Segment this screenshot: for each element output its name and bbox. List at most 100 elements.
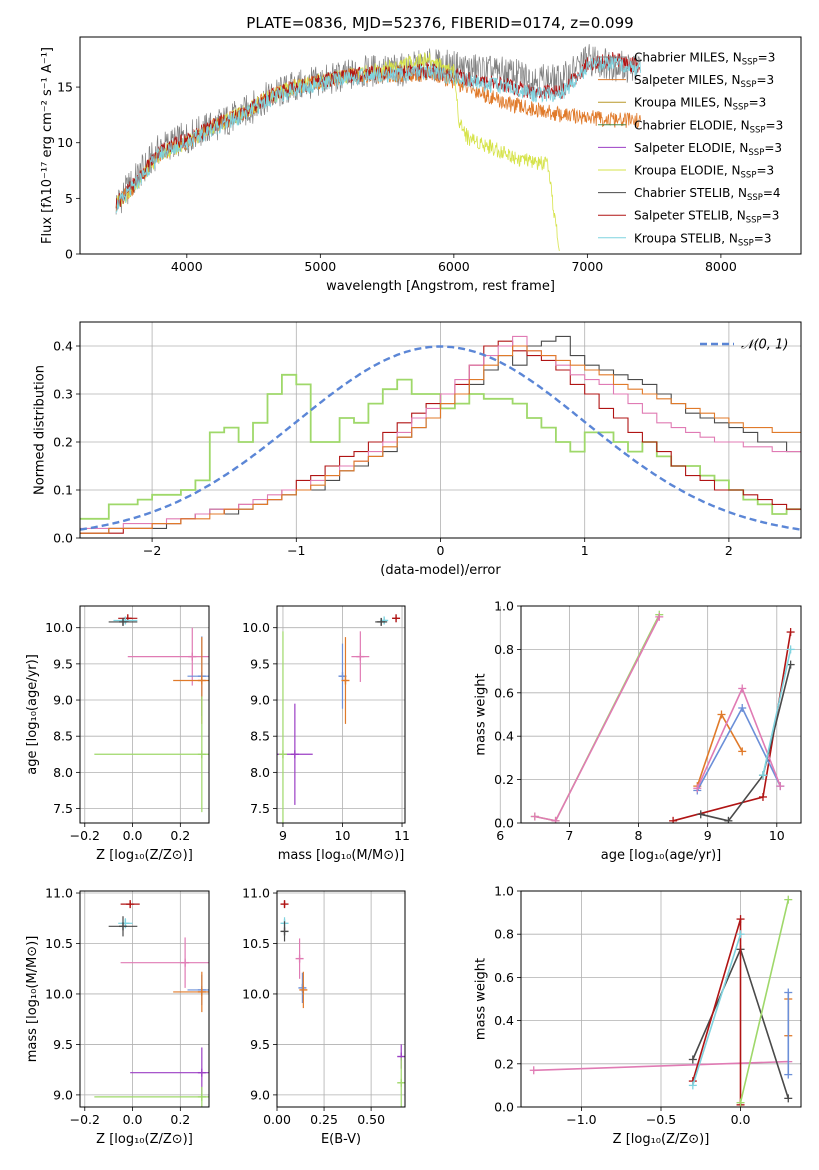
x-tick-label: 8000 bbox=[705, 259, 737, 274]
weight-line bbox=[762, 649, 792, 776]
legend-entry: Salpeter MILES, NSSP=3 bbox=[634, 73, 774, 90]
x-tick-label: 0.00 bbox=[263, 1112, 291, 1127]
legend-sub: SSP bbox=[748, 148, 764, 158]
legend-entry: Chabrier STELIB, NSSP=4 bbox=[634, 186, 781, 203]
x-tick-label: 10 bbox=[335, 828, 351, 843]
y-tick-label: 0.2 bbox=[53, 435, 73, 450]
y-tick-label: 8.0 bbox=[250, 765, 270, 780]
x-tick-label: 2 bbox=[725, 543, 733, 558]
y-tick-label: 0.6 bbox=[494, 970, 514, 985]
x-tick-label: 0.25 bbox=[310, 1112, 338, 1127]
y-axis-label: mass weight bbox=[474, 958, 489, 1040]
x-axis-label: E(B-V) bbox=[321, 1132, 361, 1147]
x-tick-label: 0.2 bbox=[170, 1112, 190, 1127]
legend-label: Chabrier STELIB, N bbox=[634, 186, 747, 200]
axes-frame bbox=[276, 605, 406, 824]
y-tick-label: 0.0 bbox=[494, 816, 514, 831]
weight-line bbox=[696, 686, 782, 789]
legend-suffix: =3 bbox=[756, 73, 774, 87]
weight-line bbox=[534, 614, 661, 822]
plot-area bbox=[80, 335, 801, 534]
histogram-step bbox=[80, 345, 801, 534]
y-tick-label: 0.8 bbox=[494, 927, 514, 942]
y-tick-label: 9.5 bbox=[53, 1037, 73, 1052]
legend-sub: SSP bbox=[750, 125, 766, 135]
legend-sub: SSP bbox=[733, 103, 749, 113]
axes-frame bbox=[520, 890, 802, 1108]
plot-area bbox=[277, 614, 401, 823]
x-tick-label: −1.0 bbox=[566, 1112, 596, 1127]
y-tick-label: 0.8 bbox=[494, 642, 514, 657]
legend-entry: Kroupa ELODIE, NSSP=3 bbox=[634, 164, 774, 181]
legend-sub: SSP bbox=[741, 171, 757, 181]
x-tick-label: 8 bbox=[635, 828, 643, 843]
x-tick-label: −1 bbox=[287, 543, 305, 558]
plot-area bbox=[529, 895, 793, 1107]
y-tick-label: 11.0 bbox=[45, 886, 73, 901]
x-tick-label: 9 bbox=[704, 828, 712, 843]
x-tick-label: 9 bbox=[279, 828, 287, 843]
legend-label: Chabrier ELODIE, N bbox=[634, 118, 750, 132]
y-tick-label: 7.5 bbox=[53, 801, 73, 816]
x-tick-label: 10 bbox=[769, 828, 785, 843]
x-axis-label: (data-model)/error bbox=[380, 563, 501, 578]
y-tick-label: 9.0 bbox=[53, 1087, 73, 1102]
y-tick-label: 0.0 bbox=[494, 1100, 514, 1115]
x-axis-label: Z [log₁₀(Z/Z⊙)] bbox=[613, 1132, 710, 1147]
legend-entry: Chabrier ELODIE, NSSP=3 bbox=[634, 118, 783, 135]
x-axis-label: Z [log₁₀(Z/Z⊙)] bbox=[96, 1132, 193, 1147]
y-tick-label: 8.5 bbox=[53, 729, 73, 744]
legend-suffix: =4 bbox=[763, 186, 781, 200]
y-tick-label: 0.0 bbox=[53, 531, 73, 546]
weight-line bbox=[700, 664, 792, 822]
legend-suffix: =3 bbox=[764, 141, 782, 155]
x-tick-label: 0.2 bbox=[170, 828, 190, 843]
x-tick-label: −0.2 bbox=[70, 1112, 100, 1127]
gaussian-curve bbox=[80, 345, 801, 531]
spectrum-line bbox=[115, 56, 641, 214]
plot-area bbox=[530, 610, 795, 823]
y-tick-label: 10.0 bbox=[242, 986, 270, 1001]
figure-title: PLATE=0836, MJD=52376, FIBERID=0174, z=0… bbox=[246, 14, 633, 32]
legend-suffix: =3 bbox=[766, 118, 784, 132]
legend-entry: Kroupa STELIB, NSSP=3 bbox=[634, 231, 772, 248]
axes-frame bbox=[276, 890, 406, 1108]
weight-line bbox=[533, 1060, 789, 1072]
y-tick-label: 0.2 bbox=[494, 1056, 514, 1071]
legend-entry: Chabrier MILES, NSSP=3 bbox=[634, 51, 775, 68]
legend-suffix: =3 bbox=[758, 51, 776, 65]
legend-suffix: =3 bbox=[754, 231, 772, 245]
y-tick-label: 10 bbox=[57, 135, 73, 150]
axes-frame bbox=[79, 890, 210, 1108]
y-tick-label: 0.4 bbox=[494, 729, 514, 744]
y-tick-label: 7.5 bbox=[250, 801, 270, 816]
x-axis-label: wavelength [Angstrom, rest frame] bbox=[326, 279, 555, 294]
plot-area bbox=[115, 44, 641, 252]
y-axis-label: Flux [fλ10⁻¹⁷ erg cm⁻² s⁻¹ A⁻¹] bbox=[40, 47, 55, 244]
legend-label: Kroupa ELODIE, N bbox=[634, 164, 741, 178]
panel-spectrum: 4000 5000 6000 7000 8000 0 5 10 15 wavelength [An… bbox=[40, 36, 802, 294]
legend-suffix: =3 bbox=[749, 96, 767, 110]
x-tick-label: 7 bbox=[565, 828, 573, 843]
legend-sub: SSP bbox=[738, 238, 754, 248]
legend-entry: Salpeter STELIB, NSSP=3 bbox=[634, 209, 779, 226]
y-tick-label: 15 bbox=[57, 80, 73, 95]
y-tick-label: 9.5 bbox=[250, 1037, 270, 1052]
x-tick-label: 6 bbox=[496, 828, 504, 843]
x-tick-label: 11 bbox=[394, 828, 410, 843]
y-axis-label: age [log₁₀(age/yr)] bbox=[25, 654, 40, 775]
x-tick-label: 7000 bbox=[571, 259, 603, 274]
panel-age_vs_mass: 9 10 11 7.5 8.0 8.5 9.0 9.5 10.0 mass [log₁₀(M/M⊙… bbox=[242, 605, 410, 863]
y-tick-label: 0.6 bbox=[494, 685, 514, 700]
x-tick-label: 0.0 bbox=[123, 1112, 143, 1127]
legend-label: Kroupa STELIB, N bbox=[634, 231, 738, 245]
weight-line bbox=[739, 899, 790, 1103]
y-tick-label: 10.0 bbox=[242, 620, 270, 635]
weight-line bbox=[534, 616, 661, 822]
y-tick-label: 9.5 bbox=[53, 656, 73, 671]
y-tick-label: 1.0 bbox=[494, 884, 514, 899]
legend: 𝒩(0, 1) bbox=[700, 338, 788, 353]
legend-sub: SSP bbox=[746, 216, 762, 226]
x-tick-label: 0.0 bbox=[123, 828, 143, 843]
x-axis-label: age [log₁₀(age/yr)] bbox=[601, 848, 722, 863]
